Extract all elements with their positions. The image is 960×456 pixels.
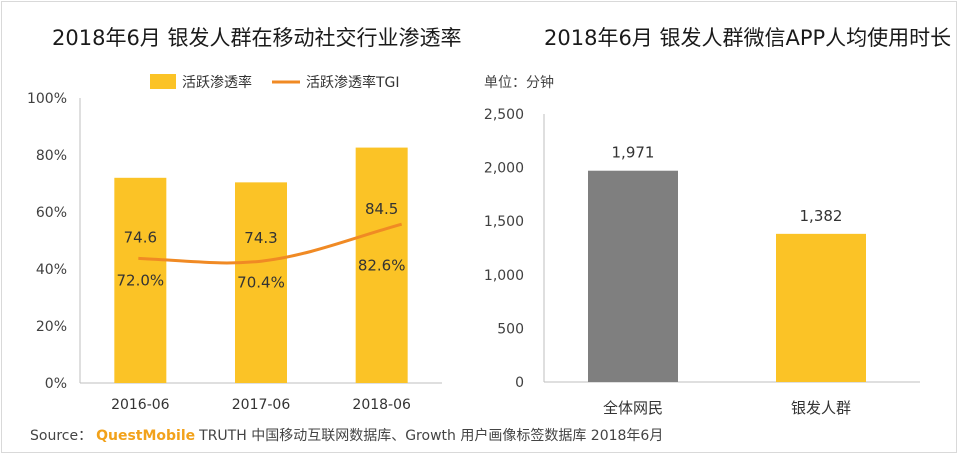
right-x-tick-label: 全体网民 <box>603 399 663 417</box>
left-x-tick-label: 2016-06 <box>111 397 170 413</box>
left-bar-active-rate <box>114 177 167 383</box>
legend-swatch-active-rate <box>150 74 176 89</box>
left-x-tick-label: 2018-06 <box>352 397 411 413</box>
left-bar-data-label: 70.4% <box>237 274 285 292</box>
right-bar-usage-time <box>776 233 866 382</box>
right-y-tick-label: 1,500 <box>484 214 524 230</box>
left-x-tick-label: 2017-06 <box>232 397 291 413</box>
right-x-tick-label: 银发人群 <box>791 399 851 417</box>
left-y-tick-label: 40% <box>36 262 67 278</box>
legend-label-active-rate: 活跃渗透率 <box>182 74 252 91</box>
right-y-tick-label: 2,500 <box>484 107 524 123</box>
left-y-tick-label: 0% <box>45 376 67 392</box>
source-prefix: Source： <box>30 428 93 444</box>
tgi-data-label: 84.5 <box>365 200 398 218</box>
tgi-line <box>138 222 403 265</box>
left-y-tick-label: 100% <box>27 91 67 107</box>
right-y-tick-label: 500 <box>497 321 524 337</box>
right-y-tick-label: 0 <box>515 375 524 391</box>
right-chart-title: 2018年6月 银发人群微信APP人均使用时长 <box>544 26 952 50</box>
tgi-data-label: 74.3 <box>244 229 277 247</box>
left-y-tick-label: 20% <box>36 319 67 335</box>
right-y-tick-label: 2,000 <box>484 161 524 177</box>
left-chart-title: 2018年6月 银发人群在移动社交行业渗透率 <box>52 26 462 50</box>
brand-logo-text: QuestMobile <box>96 428 196 444</box>
source-footer: Source： QuestMobile TRUTH 中国移动互联网数据库、Growt… <box>30 425 663 445</box>
left-bar-active-rate <box>355 147 408 383</box>
source-text: TRUTH 中国移动互联网数据库、Growth 用户画像标签数据库 2018年6… <box>199 428 664 444</box>
left-bar-data-label: 82.6% <box>358 256 406 274</box>
right-chart-unit-label: 单位：分钟 <box>484 75 554 91</box>
left-y-tick-label: 80% <box>36 148 67 164</box>
left-bar-data-label: 72.0% <box>117 271 165 289</box>
right-bar-data-label: 1,971 <box>612 144 655 162</box>
right-bar-usage-time <box>588 170 678 382</box>
right-y-tick-label: 1,000 <box>484 268 524 284</box>
tgi-data-label: 74.6 <box>124 228 157 246</box>
right-bar-data-label: 1,382 <box>800 207 843 225</box>
left-y-tick-label: 60% <box>36 205 67 221</box>
legend-label-tgi: 活跃渗透率TGI <box>306 74 400 91</box>
left-bar-active-rate <box>235 182 287 383</box>
